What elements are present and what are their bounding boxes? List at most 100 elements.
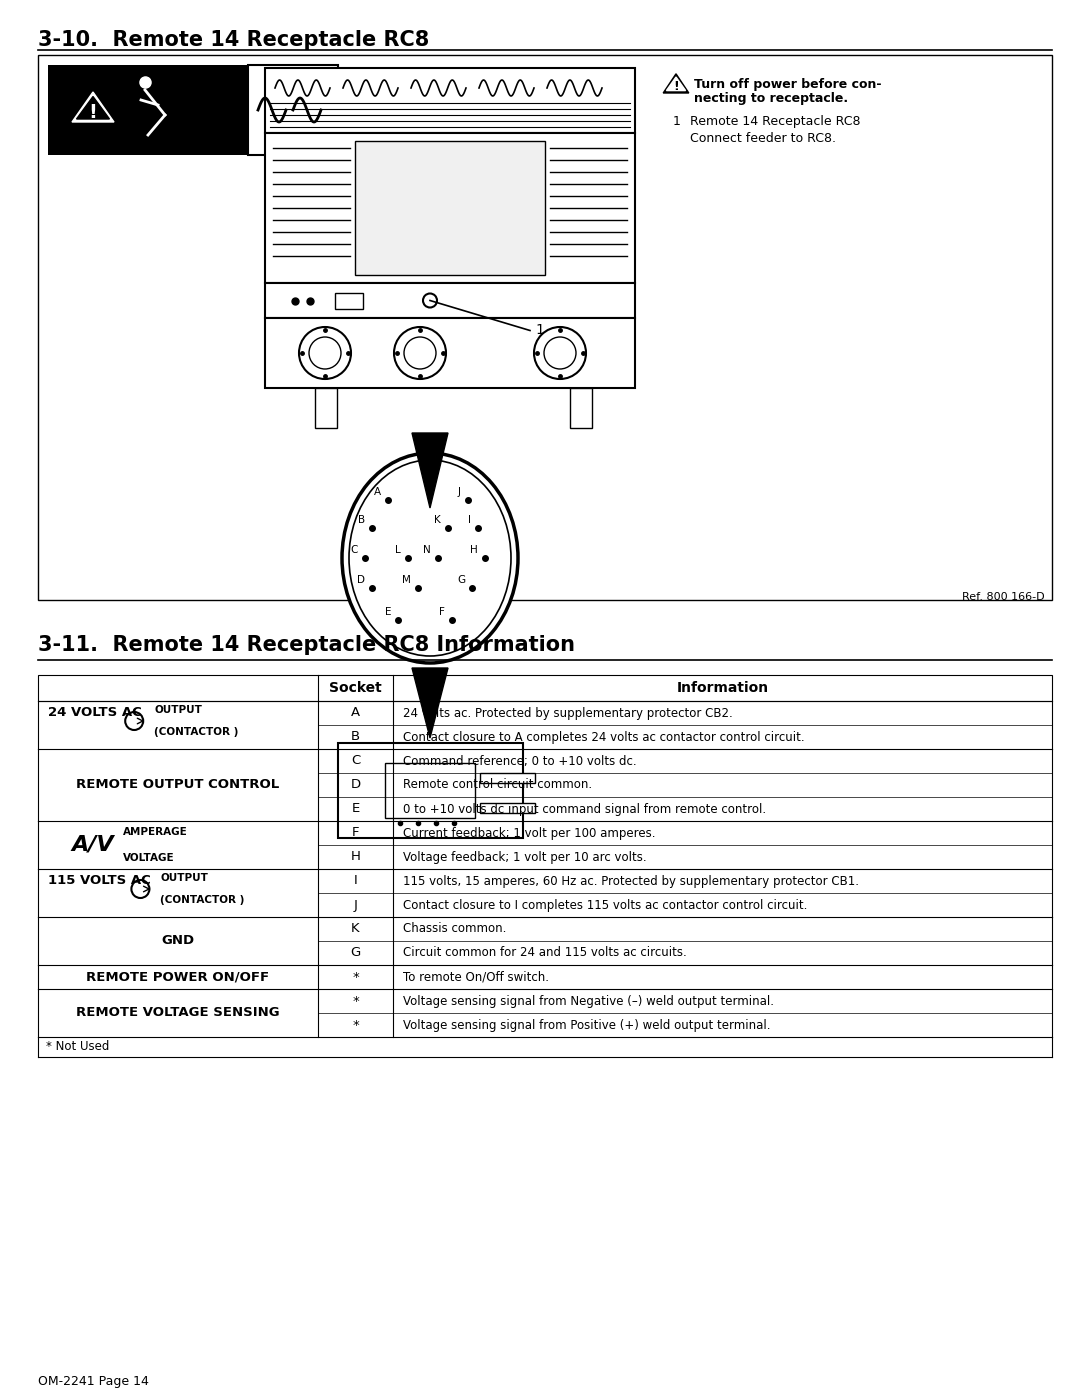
Text: B: B — [351, 731, 360, 743]
Text: J: J — [458, 488, 461, 497]
Text: Contact closure to A completes 24 volts ac contactor control circuit.: Contact closure to A completes 24 volts … — [403, 731, 805, 743]
Bar — [480, 773, 535, 782]
Circle shape — [544, 337, 576, 369]
Text: *: * — [352, 1018, 359, 1031]
Text: (CONTACTOR ): (CONTACTOR ) — [161, 895, 245, 905]
Text: D: D — [357, 576, 365, 585]
Bar — [570, 388, 592, 427]
Text: A: A — [351, 707, 360, 719]
Text: !: ! — [89, 102, 97, 122]
Text: VOLTAGE: VOLTAGE — [123, 854, 175, 863]
Bar — [480, 803, 535, 813]
Text: *: * — [352, 971, 359, 983]
Text: (CONTACTOR ): (CONTACTOR ) — [154, 726, 239, 738]
Bar — [38, 54, 1052, 599]
Text: * Not Used: * Not Used — [46, 1041, 109, 1053]
Text: OUTPUT: OUTPUT — [161, 873, 208, 883]
Text: H: H — [351, 851, 361, 863]
Text: Ref. 800 166-D: Ref. 800 166-D — [962, 592, 1045, 602]
Text: Remote control circuit common.: Remote control circuit common. — [403, 778, 592, 792]
Text: Chassis common.: Chassis common. — [403, 922, 507, 936]
Text: 0 to +10 volts dc input command signal from remote control.: 0 to +10 volts dc input command signal f… — [403, 802, 766, 816]
Text: C: C — [351, 754, 360, 767]
Text: H: H — [470, 545, 478, 555]
Polygon shape — [411, 668, 448, 738]
Text: 115 volts, 15 amperes, 60 Hz ac. Protected by supplementary protector CB1.: 115 volts, 15 amperes, 60 Hz ac. Protect… — [403, 875, 859, 887]
Text: 3-10.  Remote 14 Receptacle RC8: 3-10. Remote 14 Receptacle RC8 — [38, 29, 429, 50]
Text: Current feedback; 1 volt per 100 amperes.: Current feedback; 1 volt per 100 amperes… — [403, 827, 656, 840]
Polygon shape — [77, 96, 109, 119]
Polygon shape — [72, 92, 114, 122]
Text: A/V: A/V — [71, 835, 114, 855]
Polygon shape — [411, 433, 448, 509]
Text: Voltage sensing signal from Negative (–) weld output terminal.: Voltage sensing signal from Negative (–)… — [403, 995, 774, 1007]
Text: J: J — [353, 898, 357, 911]
Bar — [315, 388, 337, 427]
Text: L: L — [395, 545, 401, 555]
Bar — [265, 68, 635, 133]
Text: G: G — [350, 947, 361, 960]
Text: 1: 1 — [535, 324, 544, 338]
Text: 3-11.  Remote 14 Receptacle RC8 Information: 3-11. Remote 14 Receptacle RC8 Informati… — [38, 636, 575, 655]
Text: F: F — [352, 827, 360, 840]
Text: N: N — [423, 545, 431, 555]
Text: REMOTE OUTPUT CONTROL: REMOTE OUTPUT CONTROL — [77, 778, 280, 792]
Circle shape — [423, 293, 437, 307]
Text: G: G — [457, 576, 465, 585]
Bar — [48, 66, 248, 155]
Bar — [38, 1037, 1052, 1058]
Ellipse shape — [342, 453, 518, 664]
Text: 24 VOLTS AC: 24 VOLTS AC — [48, 705, 141, 719]
Text: AMPERAGE: AMPERAGE — [123, 827, 188, 837]
Circle shape — [299, 327, 351, 379]
Text: K: K — [434, 515, 441, 525]
Text: I: I — [353, 875, 357, 887]
Circle shape — [132, 880, 149, 898]
Circle shape — [125, 712, 144, 731]
Bar — [38, 675, 1052, 701]
Bar — [335, 292, 363, 309]
Bar — [355, 141, 545, 275]
Text: !: ! — [673, 80, 679, 92]
Text: Voltage sensing signal from Positive (+) weld output terminal.: Voltage sensing signal from Positive (+)… — [403, 1018, 770, 1031]
Polygon shape — [666, 77, 686, 91]
Bar — [265, 319, 635, 388]
Text: OUTPUT: OUTPUT — [154, 705, 202, 715]
Text: Information: Information — [676, 680, 769, 694]
Polygon shape — [663, 74, 689, 94]
Text: D: D — [350, 778, 361, 792]
Text: E: E — [351, 802, 360, 816]
Text: 24 volts ac. Protected by supplementary protector CB2.: 24 volts ac. Protected by supplementary … — [403, 707, 732, 719]
Circle shape — [309, 337, 341, 369]
Bar — [265, 284, 635, 319]
Text: 1: 1 — [673, 115, 680, 129]
Text: E: E — [384, 608, 391, 617]
Text: I: I — [468, 515, 471, 525]
Bar — [338, 743, 523, 838]
Circle shape — [404, 337, 436, 369]
Bar — [248, 66, 338, 155]
Text: REMOTE POWER ON/OFF: REMOTE POWER ON/OFF — [86, 971, 270, 983]
Text: Contact closure to I completes 115 volts ac contactor control circuit.: Contact closure to I completes 115 volts… — [403, 898, 808, 911]
Text: Turn off power before con-: Turn off power before con- — [694, 78, 881, 91]
Text: F: F — [440, 608, 445, 617]
Text: GND: GND — [161, 935, 194, 947]
Text: Voltage feedback; 1 volt per 10 arc volts.: Voltage feedback; 1 volt per 10 arc volt… — [403, 851, 647, 863]
Text: C: C — [351, 545, 357, 555]
Text: necting to receptacle.: necting to receptacle. — [694, 92, 848, 105]
Circle shape — [394, 327, 446, 379]
Text: REMOTE VOLTAGE SENSING: REMOTE VOLTAGE SENSING — [77, 1006, 280, 1020]
Text: Command reference; 0 to +10 volts dc.: Command reference; 0 to +10 volts dc. — [403, 754, 636, 767]
Text: B: B — [357, 515, 365, 525]
Text: 115 VOLTS AC: 115 VOLTS AC — [48, 875, 151, 887]
Circle shape — [534, 327, 586, 379]
Text: To remote On/Off switch.: To remote On/Off switch. — [403, 971, 549, 983]
Text: Remote 14 Receptacle RC8: Remote 14 Receptacle RC8 — [690, 115, 861, 129]
Text: M: M — [402, 576, 411, 585]
Ellipse shape — [349, 460, 511, 657]
Text: Circuit common for 24 and 115 volts ac circuits.: Circuit common for 24 and 115 volts ac c… — [403, 947, 687, 960]
Text: OM-2241 Page 14: OM-2241 Page 14 — [38, 1375, 149, 1389]
Text: Connect feeder to RC8.: Connect feeder to RC8. — [690, 131, 836, 145]
Text: A: A — [374, 488, 381, 497]
Text: K: K — [351, 922, 360, 936]
